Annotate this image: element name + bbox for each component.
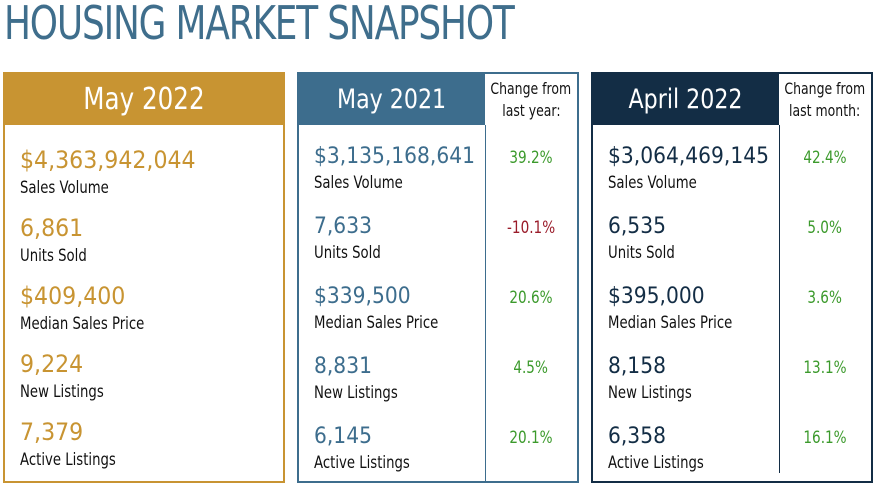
- metric-active-listings: 6,358 Active Listings: [608, 424, 778, 473]
- metric-value: $4,363,942,044: [20, 146, 196, 174]
- metric-value: 8,831: [314, 354, 372, 379]
- change-value: 20.6%: [485, 288, 577, 308]
- change-text: 16.1%: [803, 428, 847, 448]
- metric-median-sales-price: $395,000 Median Sales Price: [608, 284, 778, 333]
- change-text: 4.5%: [513, 358, 549, 378]
- metric-label: Median Sales Price: [20, 314, 145, 334]
- metric-label: Active Listings: [608, 453, 704, 473]
- change-text: 3.6%: [807, 288, 843, 308]
- change-text: 42.4%: [803, 148, 847, 168]
- metric-value: 7,633: [314, 214, 372, 239]
- metric-label: New Listings: [608, 383, 692, 403]
- metric-units-sold: 6,861 Units Sold: [20, 214, 190, 266]
- change-value: 13.1%: [779, 358, 871, 378]
- change-value: 5.0%: [779, 218, 871, 238]
- metric-new-listings: 8,831 New Listings: [314, 354, 484, 403]
- metric-median-sales-price: $339,500 Median Sales Price: [314, 284, 484, 333]
- metric-value: 6,145: [314, 424, 372, 449]
- change-heading-line-2: last month:: [789, 100, 861, 120]
- metric-label: Active Listings: [314, 453, 410, 473]
- metric-value: 9,224: [20, 350, 84, 378]
- metric-label: Median Sales Price: [314, 313, 439, 333]
- metric-value: 8,158: [608, 354, 666, 379]
- metric-value: 6,358: [608, 424, 666, 449]
- metric-units-sold: 6,535 Units Sold: [608, 214, 778, 263]
- change-value: 16.1%: [779, 428, 871, 448]
- panel-heading-text: April 2022: [628, 84, 743, 115]
- metric-value: $3,064,469,145: [608, 144, 769, 169]
- metric-label: Median Sales Price: [608, 313, 733, 333]
- change-column-heading: Change from last month:: [779, 74, 871, 125]
- column-divider: [485, 125, 486, 481]
- panel-heading: April 2022: [593, 74, 779, 125]
- metric-value: $339,500: [314, 284, 411, 309]
- column-divider: [779, 125, 780, 473]
- metric-sales-volume: $3,064,469,145 Sales Volume: [608, 144, 778, 193]
- metric-active-listings: 6,145 Active Listings: [314, 424, 484, 473]
- metric-new-listings: 9,224 New Listings: [20, 350, 190, 402]
- metric-label: New Listings: [20, 382, 104, 402]
- metric-label: Sales Volume: [608, 173, 697, 193]
- change-text: 5.0%: [807, 218, 843, 238]
- metric-label: Units Sold: [20, 246, 87, 266]
- change-heading-line-2: last year:: [501, 100, 561, 120]
- change-text: 20.1%: [509, 428, 553, 448]
- change-value: 4.5%: [485, 358, 577, 378]
- change-value: 20.1%: [485, 428, 577, 448]
- change-column-heading: Change from last year:: [485, 74, 577, 125]
- metric-label: Sales Volume: [20, 178, 109, 198]
- metric-sales-volume: $4,363,942,044 Sales Volume: [20, 146, 196, 198]
- metric-value: 6,861: [20, 214, 84, 242]
- change-value: 42.4%: [779, 148, 871, 168]
- change-text: 20.6%: [509, 288, 553, 308]
- page-title: HOUSING MARKET SNAPSHOT: [4, 0, 515, 50]
- metric-new-listings: 8,158 New Listings: [608, 354, 778, 403]
- metric-value: $395,000: [608, 284, 705, 309]
- panel-heading: May 2022: [5, 74, 283, 125]
- metric-value: 6,535: [608, 214, 666, 239]
- change-text: 39.2%: [509, 148, 553, 168]
- metric-label: Sales Volume: [314, 173, 403, 193]
- change-heading-line-1: Change from: [490, 78, 572, 98]
- change-heading-line-1: Change from: [784, 78, 866, 98]
- metric-label: Units Sold: [314, 243, 381, 263]
- change-value: 3.6%: [779, 288, 871, 308]
- metric-sales-volume: $3,135,168,641 Sales Volume: [314, 144, 484, 193]
- change-text: 13.1%: [803, 358, 847, 378]
- metric-value: $409,400: [20, 282, 126, 310]
- panel-may-2021: May 2021 Change from last year: $3,135,1…: [297, 72, 579, 483]
- panel-heading: May 2021: [299, 74, 485, 125]
- metric-label: New Listings: [314, 383, 398, 403]
- change-value: -10.1%: [485, 218, 577, 238]
- metric-value: 7,379: [20, 418, 84, 446]
- metric-active-listings: 7,379 Active Listings: [20, 418, 190, 470]
- panel-april-2022: April 2022 Change from last month: $3,06…: [591, 72, 873, 483]
- panel-heading-text: May 2022: [83, 82, 205, 117]
- panel-may-2022: May 2022 $4,363,942,044 Sales Volume 6,8…: [3, 72, 285, 483]
- metric-label: Active Listings: [20, 450, 116, 470]
- metric-median-sales-price: $409,400 Median Sales Price: [20, 282, 190, 334]
- metric-value: $3,135,168,641: [314, 144, 475, 169]
- change-value: 39.2%: [485, 148, 577, 168]
- metric-units-sold: 7,633 Units Sold: [314, 214, 484, 263]
- panel-heading-text: May 2021: [337, 84, 447, 115]
- change-text: -10.1%: [506, 218, 556, 238]
- metric-label: Units Sold: [608, 243, 675, 263]
